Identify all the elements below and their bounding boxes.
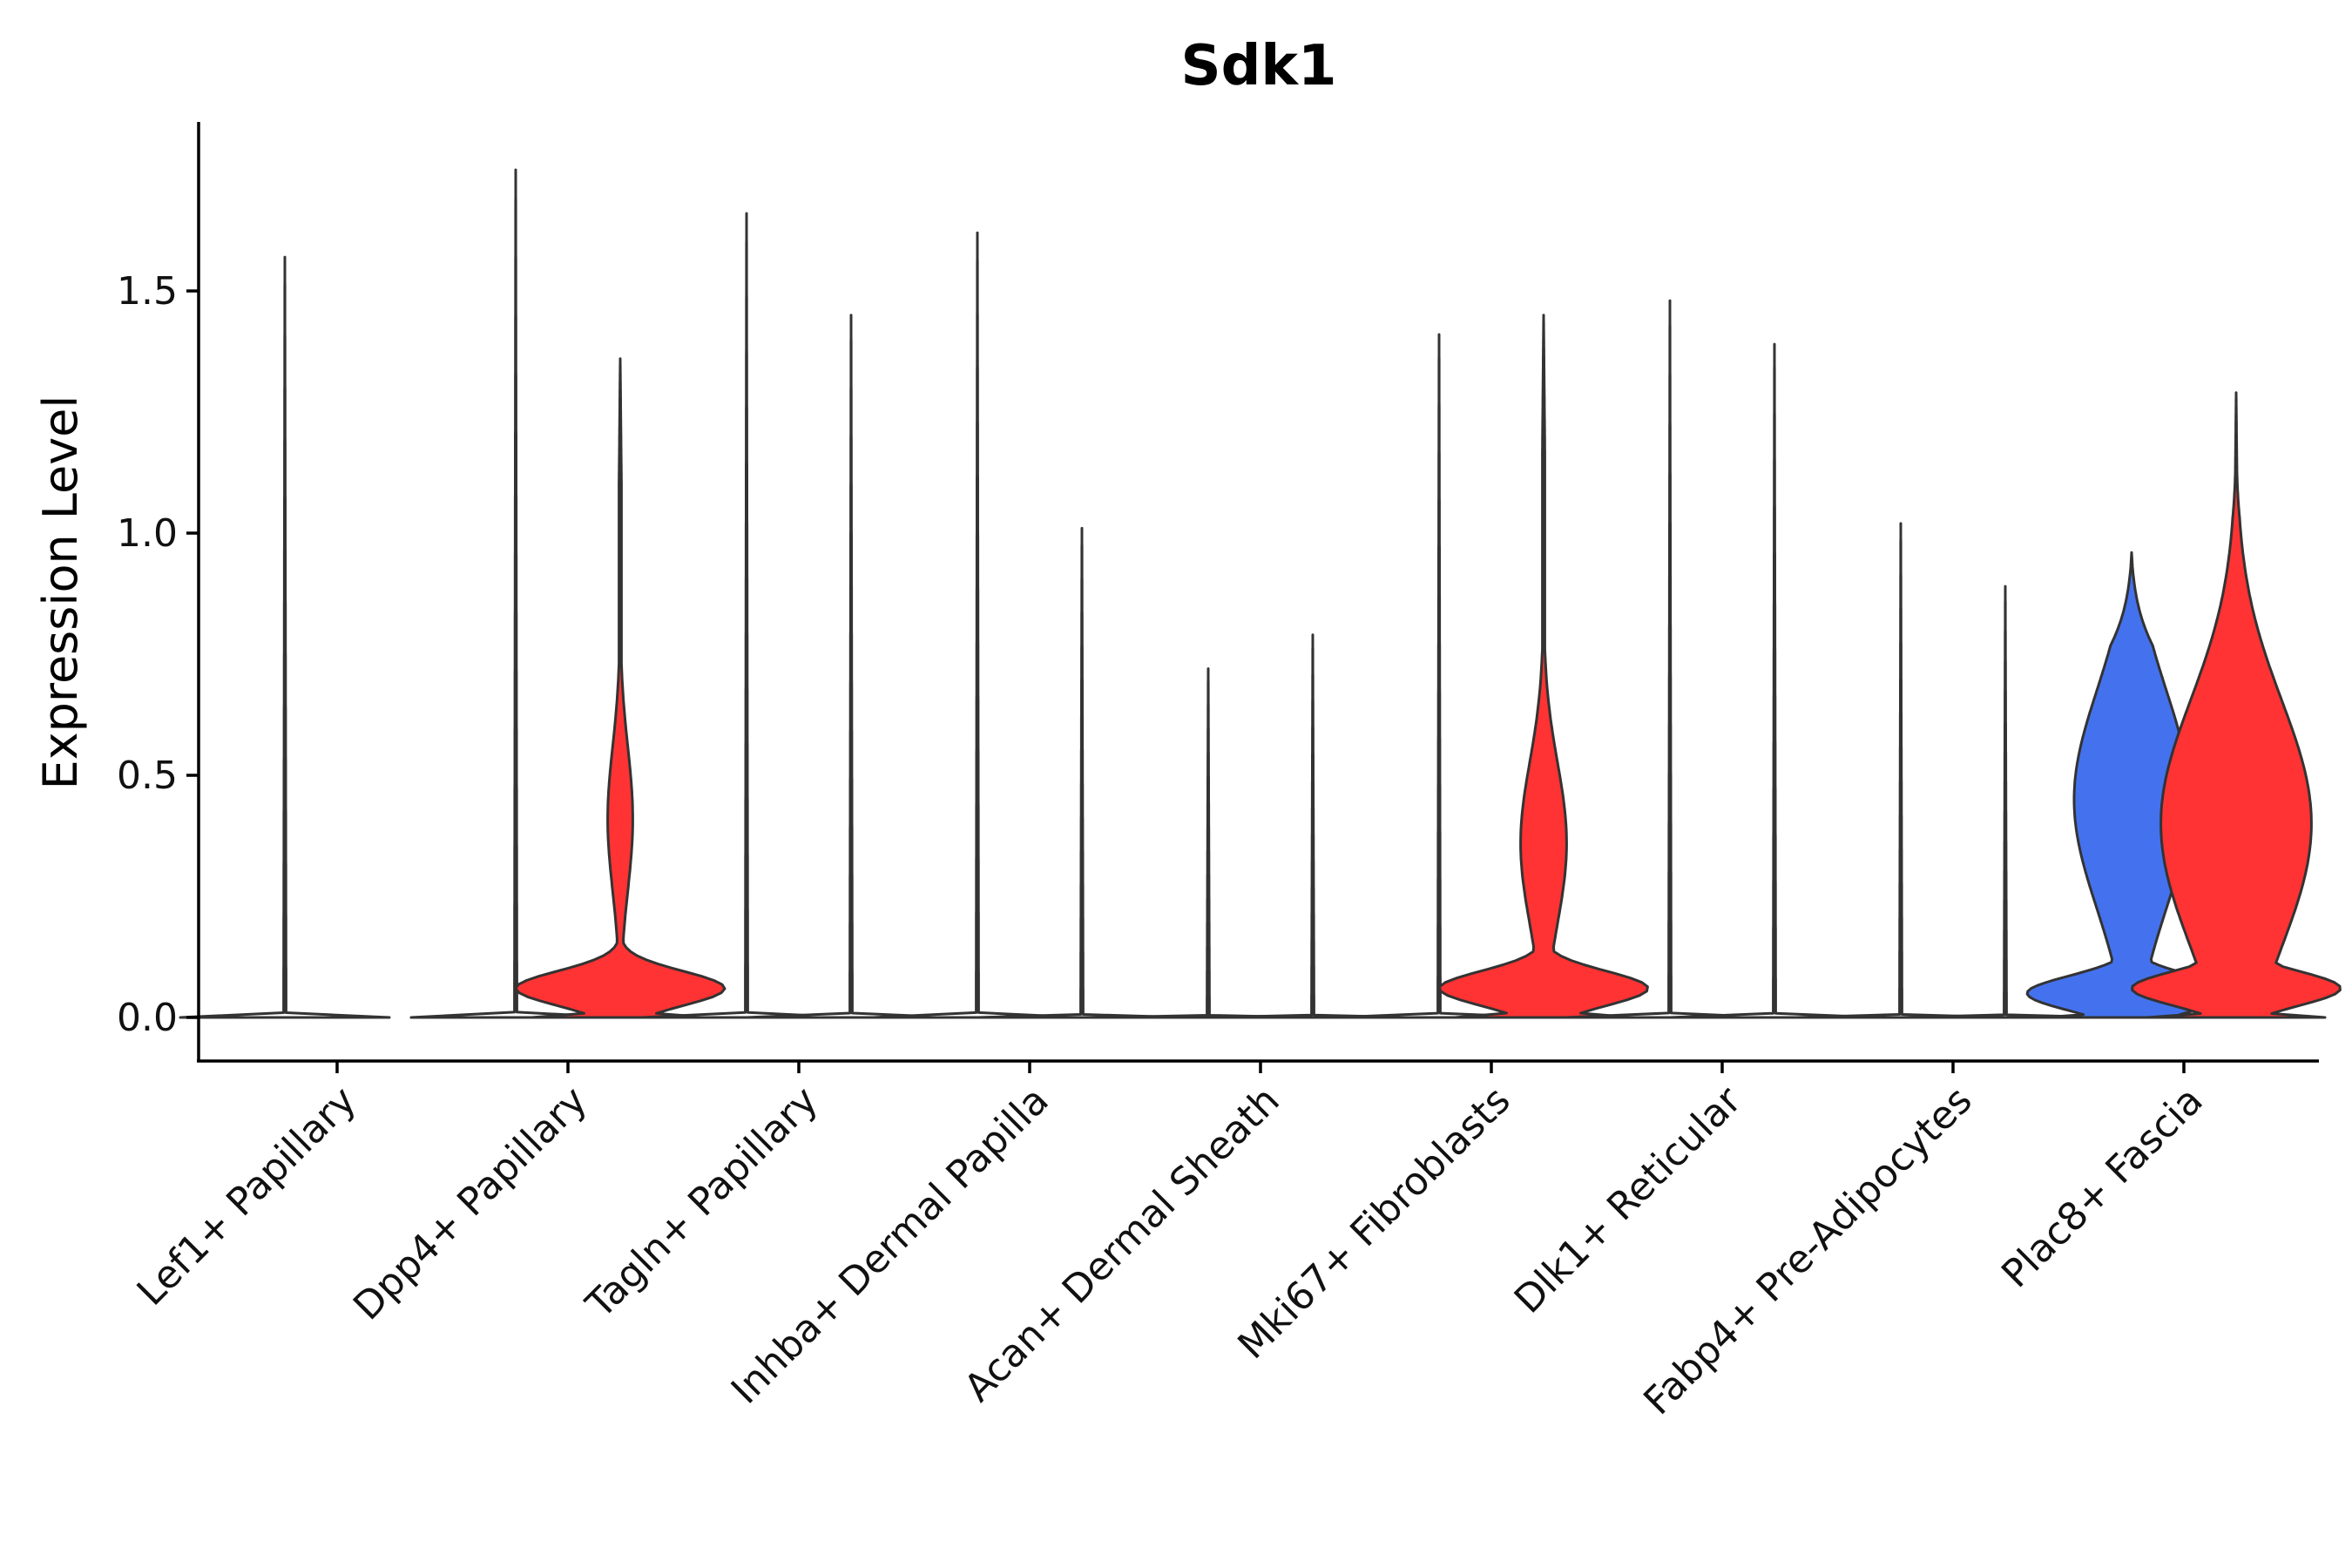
- y-tick-label: 1.0: [117, 511, 178, 556]
- violin-0-0: [179, 255, 391, 1019]
- violin-2-1: [745, 314, 957, 1019]
- violin-5-0: [1333, 333, 1545, 1019]
- violin-3-1: [976, 526, 1188, 1019]
- y-ticks: 0.0 0.5 1.0 1.5: [117, 269, 199, 1040]
- y-axis-label: Expression Level: [33, 395, 88, 790]
- violin-8-1: [2131, 391, 2342, 1019]
- chart-title: Sdk1: [1181, 34, 1337, 98]
- violin-1-0: [409, 168, 622, 1019]
- violin-3-0: [871, 231, 1084, 1019]
- violin-5-1: [1438, 314, 1649, 1019]
- violin-6-1: [1668, 342, 1881, 1019]
- violin-6-0: [1564, 299, 1776, 1019]
- violin-4-0: [1102, 667, 1315, 1019]
- x-category-label: Lef1+ Papillary: [129, 1078, 365, 1315]
- y-tick-label: 0.0: [117, 996, 178, 1040]
- violin-7-0: [1794, 522, 2007, 1019]
- violin-4-1: [1206, 633, 1419, 1019]
- y-tick-label: 0.5: [117, 754, 178, 798]
- x-category-label: Tagln+ Papillary: [578, 1078, 827, 1328]
- x-category-label: Dlk1+ Reticular: [1506, 1078, 1751, 1322]
- violin-2-0: [640, 212, 853, 1019]
- violin-1-1: [514, 357, 727, 1019]
- violins-layer: [179, 168, 2342, 1019]
- x-category-label: Dpp4+ Papillary: [345, 1078, 596, 1329]
- violin-7-1: [1899, 585, 2112, 1019]
- y-tick-label: 1.5: [117, 269, 178, 314]
- x-category-label: Plac8+ Fascia: [1993, 1078, 2212, 1297]
